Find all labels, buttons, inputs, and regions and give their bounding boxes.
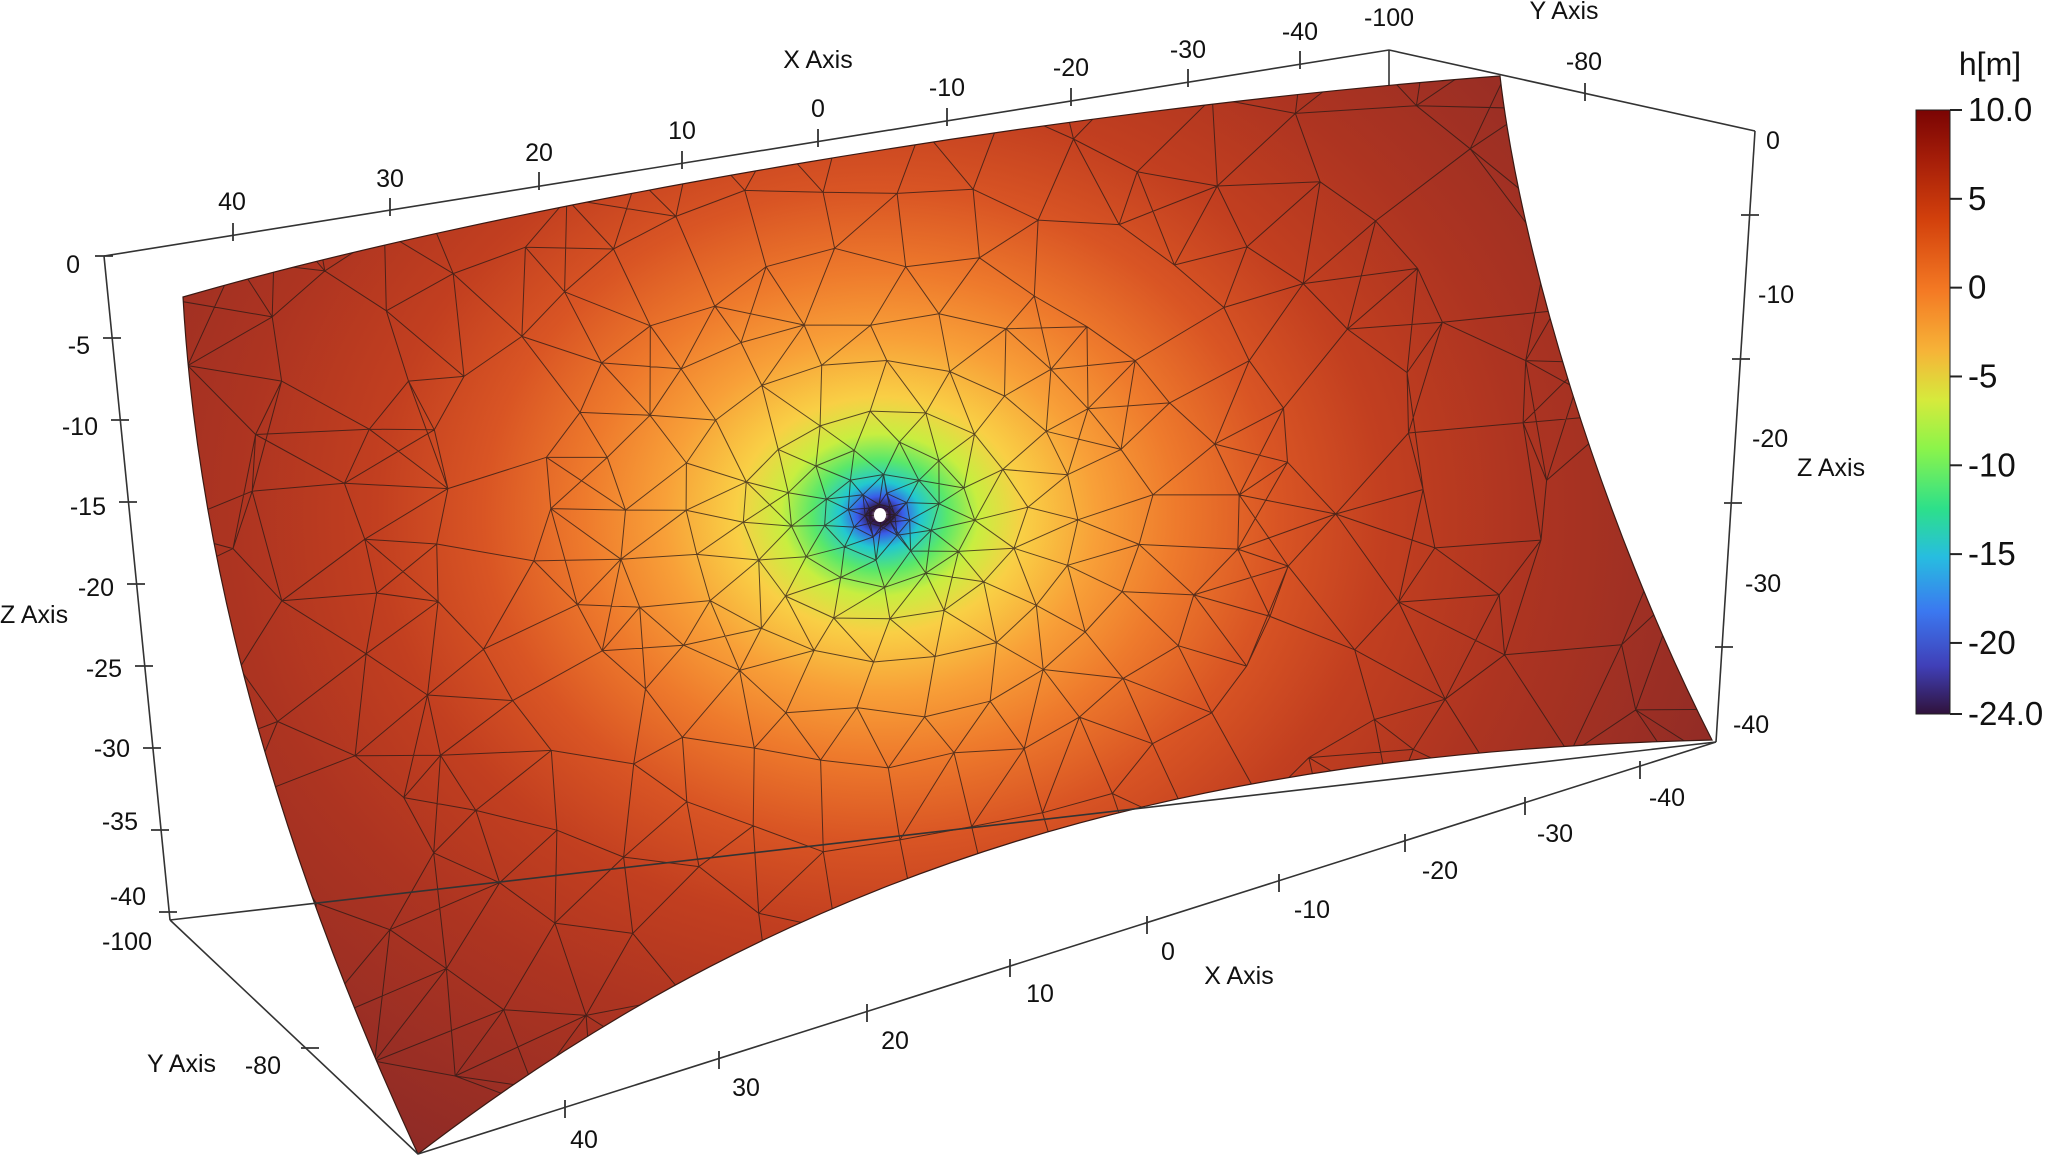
colorbar-tick-label: 0 <box>1968 269 1986 306</box>
well-point <box>874 508 886 522</box>
z-left-tick-label: -40 <box>110 883 146 911</box>
z-axis-left-labels: 0 -5 -10 -15 -20 -25 -30 -35 -40 Z Axis <box>0 251 146 911</box>
z-left-tick-label: -10 <box>62 413 98 441</box>
z-axis-right-labels: 0 -10 -20 -30 -40 Z Axis <box>1733 127 1865 739</box>
surface-field <box>182 75 1713 1155</box>
z-right-tick-label: -10 <box>1758 281 1794 309</box>
x-bottom-tick-label: -40 <box>1649 784 1685 812</box>
x-bottom-tick-label: 10 <box>1026 980 1054 1008</box>
colorbar-tick-label: 10.0 <box>1968 91 2032 128</box>
z-left-tick-label: -30 <box>94 735 130 763</box>
x-bottom-tick-label: 40 <box>570 1126 598 1154</box>
y-tick-label: -80 <box>1566 48 1602 76</box>
y-axis-bottom-labels: -100 -80 Y Axis <box>102 928 281 1080</box>
colorbar-ticks: 10.0 5 0 -5 -10 -15 -20 -24.0 <box>1950 91 2043 732</box>
x-axis-bottom-labels: 40 30 20 10 0 -10 -20 -30 -40 X Axis <box>570 784 1685 1154</box>
y-axis-bottom-title: Y Axis <box>147 1050 216 1078</box>
colorbar-tick-label: 5 <box>1968 180 1986 217</box>
colorbar-tick-label: -10 <box>1968 446 2016 483</box>
x-bottom-tick-label: -30 <box>1537 820 1573 848</box>
x-top-tick-label: 10 <box>668 117 696 145</box>
y-tick-label: -100 <box>1364 4 1414 32</box>
x-top-tick-label: -20 <box>1053 54 1089 82</box>
colorbar-gradient <box>1915 109 1951 715</box>
y-tick-label: -100 <box>102 928 152 956</box>
x-top-tick-label: 30 <box>376 165 404 193</box>
x-top-tick-label: -40 <box>1282 18 1318 46</box>
z-left-tick-label: -5 <box>68 332 90 360</box>
z-left-tick-label: -25 <box>86 655 122 683</box>
x-top-tick-label: 20 <box>525 139 553 167</box>
x-top-tick-label: 40 <box>218 188 246 216</box>
z-right-tick-label: 0 <box>1766 127 1780 155</box>
y-axis-top-labels: -100 -80 Y Axis <box>1364 0 1602 76</box>
x-axis-top-title: X Axis <box>783 46 852 74</box>
x-axis-top-labels: 40 30 20 10 0 -10 -20 -30 -40 X Axis <box>218 18 1318 216</box>
z-right-tick-label: -20 <box>1752 425 1788 453</box>
colorbar-tick-label: -5 <box>1968 357 1997 394</box>
colorbar-tick-label: -24.0 <box>1968 695 2043 732</box>
surface-plot <box>182 75 1713 1155</box>
x-top-tick-label: -10 <box>929 74 965 102</box>
z-left-tick-label: 0 <box>66 251 80 279</box>
z-left-tick-label: -20 <box>78 574 114 602</box>
x-top-tick-label: 0 <box>811 95 825 123</box>
x-bottom-tick-label: 0 <box>1161 938 1175 966</box>
x-top-tick-label: -30 <box>1170 36 1206 64</box>
z-left-tick-label: -35 <box>102 808 138 836</box>
x-bottom-tick-label: 20 <box>881 1027 909 1055</box>
x-bottom-tick-label: -10 <box>1294 896 1330 924</box>
colorbar: h[m] 10.0 5 0 -5 -10 -15 -20 -24.0 <box>1915 46 2043 732</box>
colorbar-tick-label: -15 <box>1968 535 2016 572</box>
bounding-box-front-edges <box>169 741 1717 1155</box>
z-left-tick-label: -15 <box>70 493 106 521</box>
z-axis-left-title: Z Axis <box>0 601 68 629</box>
z-axis-right-title: Z Axis <box>1797 454 1865 482</box>
z-right-tick-label: -40 <box>1733 711 1769 739</box>
colorbar-tick-label: -20 <box>1968 624 2016 661</box>
z-right-tick-label: -30 <box>1745 570 1781 598</box>
y-axis-top-title: Y Axis <box>1529 0 1598 25</box>
y-tick-label: -80 <box>245 1052 281 1080</box>
x-bottom-tick-label: 30 <box>732 1074 760 1102</box>
colorbar-title: h[m] <box>1959 46 2021 82</box>
x-bottom-tick-label: -20 <box>1422 857 1458 885</box>
tick-marks <box>95 51 1759 1118</box>
x-axis-bottom-title: X Axis <box>1204 962 1273 990</box>
